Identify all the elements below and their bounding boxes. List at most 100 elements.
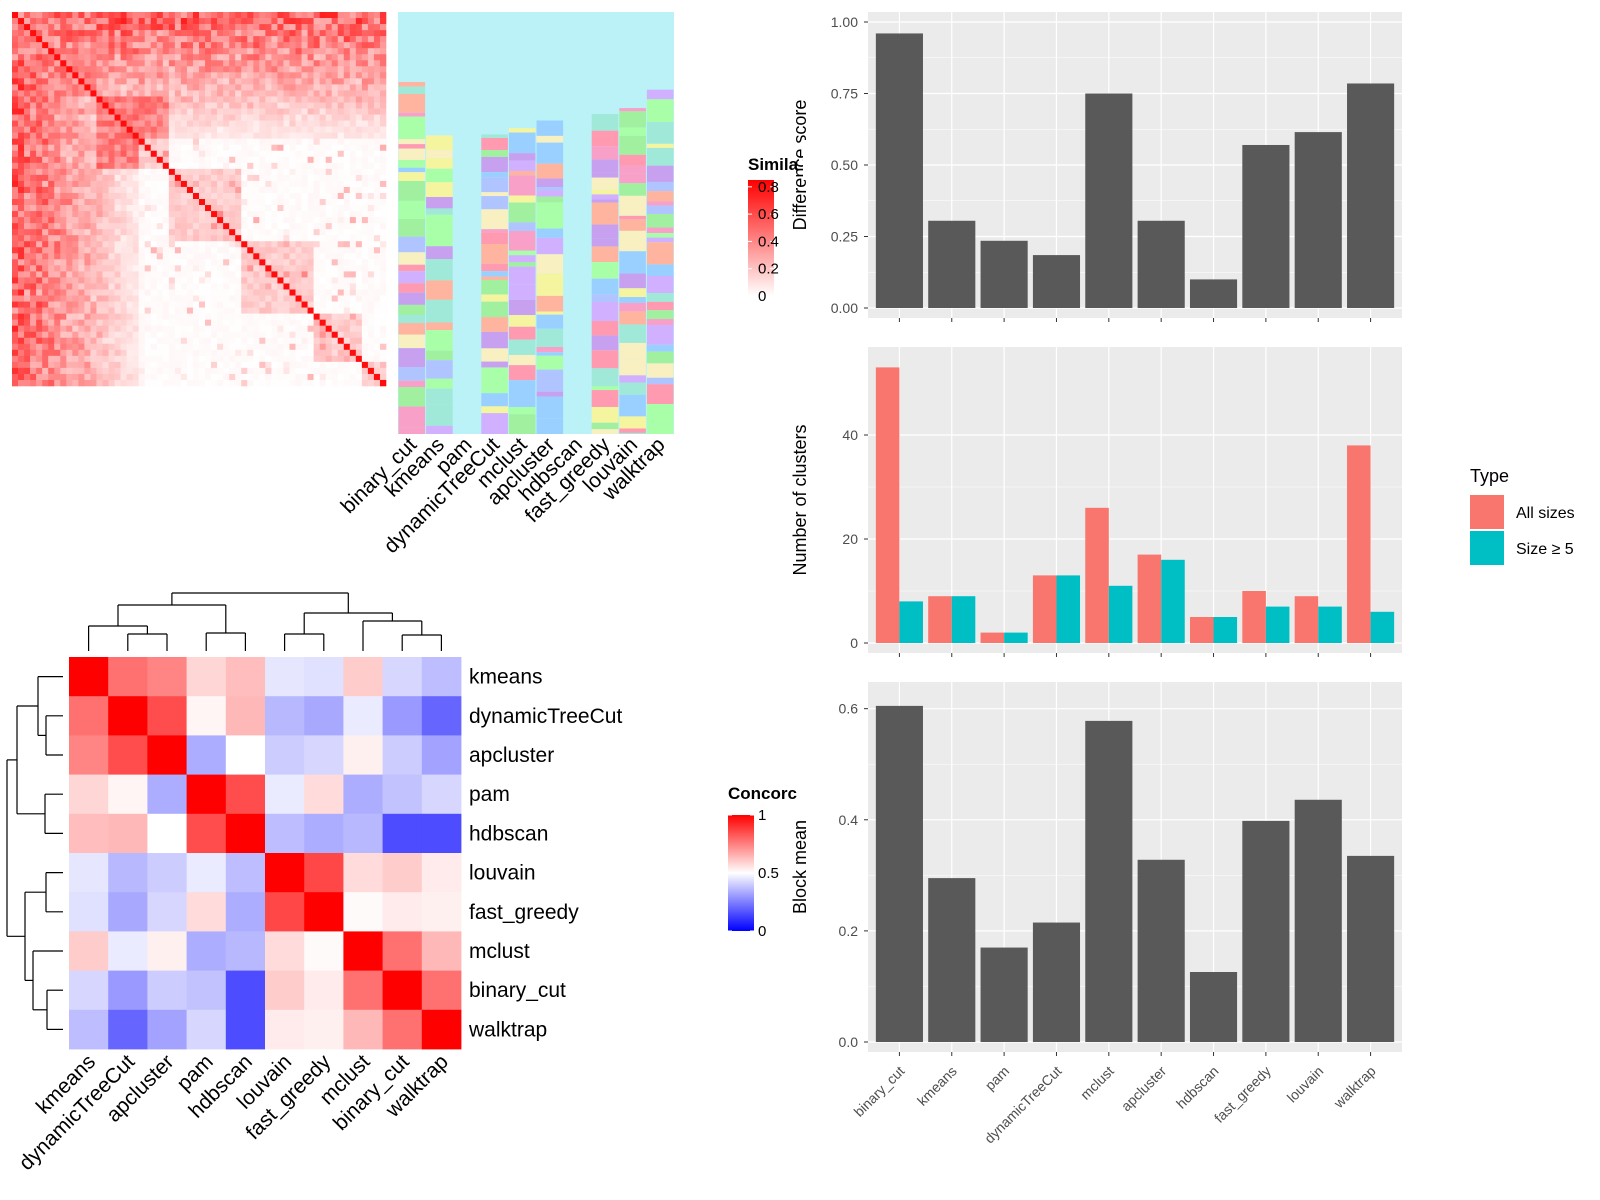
similarity-cell [84,132,91,139]
similarity-cell [283,211,290,218]
similarity-cell [229,277,236,284]
similarity-cell [66,192,73,200]
similarity-cell [126,120,133,127]
similarity-cell [174,36,182,43]
similarity-cell [361,289,369,296]
annotation-block [398,252,426,265]
similarity-cell [211,90,218,97]
similarity-cell [78,253,85,260]
bar-apcluster [1137,220,1185,308]
similarity-cell [211,144,218,152]
similarity-cell [18,199,25,206]
similarity-cell [150,66,158,73]
similarity-cell [343,18,351,25]
similarity-cell [192,295,200,302]
similarity-cell [24,24,31,31]
similarity-cell [144,180,152,188]
similarity-cell [283,355,290,363]
similarity-cell [277,289,284,296]
similarity-cell [289,180,296,188]
similarity-cell [138,126,146,133]
similarity-cell [265,241,272,248]
similarity-cell [36,126,43,133]
similarity-cell [102,162,109,170]
similarity-cell [313,114,320,121]
similarity-cell [138,223,146,230]
similarity-cell [60,361,67,369]
similarity-cell [205,367,212,375]
similarity-cell [367,192,375,200]
similarity-cell [331,283,339,290]
annotation-block [646,404,674,425]
similarity-cell [367,337,375,345]
similarity-cell [138,355,146,363]
similarity-cell [66,343,73,351]
similarity-cell [42,217,49,224]
x-tick-label: binary_cut [851,1063,908,1120]
similarity-cell [247,48,254,55]
similarity-cell [349,211,357,218]
similarity-cell [319,72,326,79]
similarity-cell [114,12,121,19]
similarity-cell [313,307,320,314]
similarity-cell [301,84,308,91]
similarity-cell [319,355,326,363]
similarity-cell [223,379,230,387]
similarity-cell [247,307,254,314]
similarity-cell [18,192,25,200]
similarity-cell [259,114,266,121]
similarity-cell [265,42,272,49]
similarity-cell [186,72,194,79]
concordance-cell [265,931,305,971]
similarity-cell [211,361,218,369]
similarity-cell [78,217,85,224]
similarity-cell [42,18,49,25]
similarity-cell [168,349,176,357]
concordance-cell [382,813,423,854]
similarity-cell [247,168,254,176]
x-tick-label: mclust [1077,1063,1117,1103]
similarity-cell [24,138,31,146]
similarity-cell [126,283,133,290]
similarity-cell [138,277,146,284]
similarity-cell [307,60,314,67]
similarity-cell [156,271,164,278]
similarity-cell [205,114,212,121]
similarity-cell [84,229,91,236]
similarity-cell [307,277,314,284]
similarity-cell [156,301,164,308]
cluster-annotation-heatmap [398,12,674,434]
similarity-cell [30,337,37,345]
similarity-cell [144,265,152,272]
similarity-cell [66,289,73,296]
similarity-cell [253,271,260,278]
similarity-cell [90,24,97,31]
similarity-cell [313,295,320,302]
similarity-cell [168,367,176,375]
similarity-cell [271,289,278,296]
similarity-cell [379,168,387,176]
similarity-cell [174,48,182,55]
similarity-cell [138,186,146,194]
similarity-cell [313,277,320,284]
similarity-cell [295,48,302,55]
similarity-cell [180,66,188,73]
similarity-cell [30,373,37,381]
similarity-cell [223,162,230,170]
similarity-cell [24,283,31,290]
similarity-cell [271,349,278,357]
similarity-cell [271,235,278,242]
similarity-cell [168,138,176,146]
similarity-cell [168,174,176,182]
similarity-cell [259,313,266,320]
similarity-cell [156,54,164,61]
similarity-cell [373,90,381,97]
similarity-cell [283,42,290,49]
similarity-cell [373,132,381,139]
similarity-cell [223,295,230,302]
similarity-cell [108,24,115,31]
similarity-cell [217,277,224,284]
similarity-cell [90,96,97,103]
similarity-cell [367,373,375,381]
similarity-cell [307,253,314,260]
